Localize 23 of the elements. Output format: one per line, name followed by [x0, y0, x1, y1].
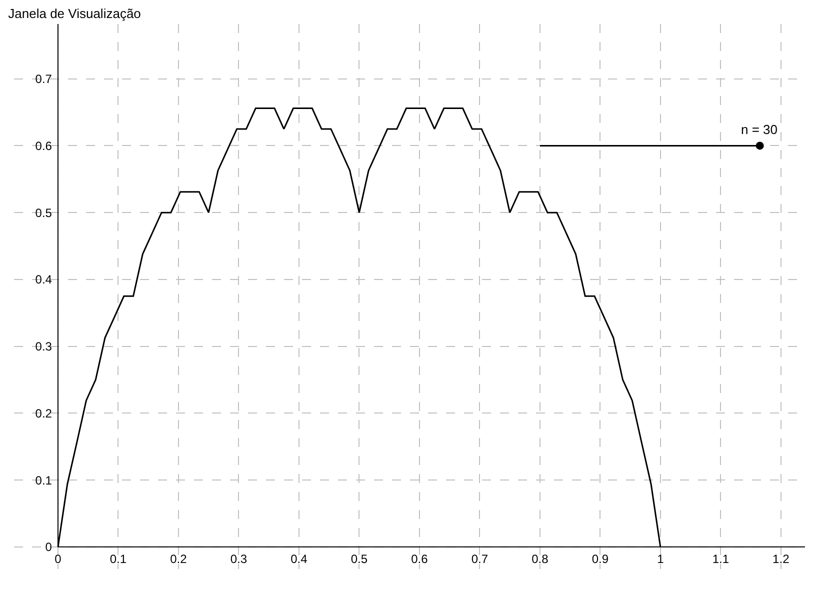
y-tick-label: 0.1	[35, 473, 52, 488]
y-tick-label: 0	[45, 540, 52, 554]
x-tick-label: 0.5	[350, 552, 368, 566]
x-tick-label: 0.6	[411, 552, 428, 566]
y-tick-label: 0.2	[35, 406, 52, 420]
x-tick-label: 1.1	[712, 552, 730, 566]
x-tick-label: 0	[54, 552, 62, 566]
y-tick-label: 0.3	[35, 340, 52, 354]
y-tick-label: 0.7	[35, 72, 52, 86]
y-tick-label: 0.6	[35, 138, 52, 153]
x-tick-label: 0.4	[290, 552, 308, 566]
x-tick-label: 0.3	[230, 552, 248, 566]
x-tick-label: 0.2	[170, 552, 188, 566]
x-tick-label: 0.9	[592, 552, 609, 566]
annotation: n = 30	[741, 122, 778, 137]
x-tick-label: 0.1	[110, 552, 127, 566]
y-tick-label: 0.5	[35, 206, 52, 220]
x-tick-label: 0.7	[471, 552, 488, 566]
x-tick-label: 1	[657, 552, 664, 566]
chart-title: Janela de Visualização	[8, 6, 141, 21]
y-tick-label: 0.4	[35, 272, 52, 287]
x-tick-label: 1.2	[772, 552, 790, 566]
x-tick-label: 0.8	[532, 552, 549, 566]
